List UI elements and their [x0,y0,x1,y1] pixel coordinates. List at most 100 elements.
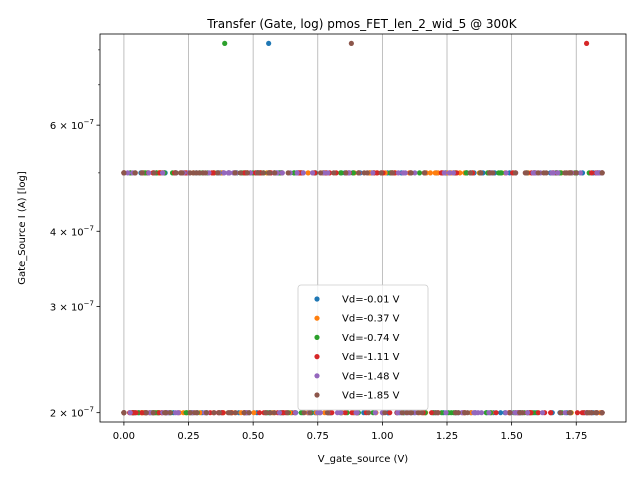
data-point [215,170,221,176]
data-point [163,410,169,416]
data-point [555,170,561,176]
y-tick-label: 6 × 10−7 [50,118,94,132]
data-point [127,410,133,416]
data-point [300,170,306,176]
data-point [146,170,152,176]
data-point [549,170,555,176]
data-point [256,410,263,416]
data-point [594,170,600,176]
x-axis-ticks: 0.00 0.25 0.50 0.75 1.00 1.25 1.50 1.75 [113,422,587,442]
data-point [535,170,541,176]
data-point [365,410,372,416]
data-point [524,410,531,416]
data-point [407,410,414,416]
y-axis-label: Gate_Source I (A) [log] [17,171,28,285]
data-point [175,410,181,416]
data-point [599,170,605,176]
data-point [441,170,447,176]
legend-label: Vd=-0.37 V [342,314,400,325]
data-point [324,410,331,416]
y-tick-label: 4 × 10−7 [50,224,94,238]
data-point [255,170,261,176]
data-point [325,170,331,176]
data-point [594,410,600,416]
data-point [361,170,367,176]
data-point [139,410,145,416]
data-point [232,170,238,176]
data-point-outlier [266,40,272,47]
data-point [493,410,499,416]
data-point [404,410,410,416]
data-point [372,410,378,416]
data-point [202,170,209,176]
data-point [150,410,156,416]
data-point [216,410,222,416]
data-point [455,410,461,416]
data-point [285,170,291,176]
data-point [498,170,505,176]
data-point-outlier [348,40,354,47]
data-point-outlier [222,40,228,47]
data-point [402,170,408,176]
data-point [463,170,469,176]
data-point [267,410,273,416]
data-point [443,410,449,416]
data-point [566,170,573,176]
data-point [279,170,285,176]
data-point [522,170,528,176]
data-point [370,170,376,176]
data-point [415,410,421,416]
data-point [187,170,193,176]
data-point [408,170,414,176]
data-point [427,170,433,176]
data-point [439,410,445,416]
data-point [317,410,324,416]
data-point [232,410,239,416]
plot-frame [99,33,627,423]
data-point [294,170,300,176]
data-point [244,170,251,176]
data-point [566,410,572,416]
data-point [317,170,324,176]
data-point [557,410,563,416]
data-point [512,170,519,176]
data-point [382,410,388,416]
data-point [574,410,581,416]
data-point [467,170,473,176]
data-point [464,410,471,416]
data-point [260,170,266,176]
data-point [192,410,198,416]
data-point [156,410,162,416]
data-point [539,410,546,416]
y-axis-ticks: 2 × 10−7 3 × 10−7 4 × 10−7 6 × 10−7 [50,49,100,420]
data-point [307,410,313,416]
x-tick-label: 1.25 [436,431,458,442]
x-tick-label: 1.75 [565,431,587,442]
data-point [446,170,452,176]
x-tick-label: 1.50 [500,431,522,442]
chart-title: Transfer (Gate, log) pmos_FET_len_2_wid_… [206,17,518,31]
data-point [588,170,595,176]
data-point [342,410,348,416]
data-point [251,410,257,416]
data-point [548,410,554,416]
x-tick-label: 0.50 [242,431,264,442]
data-point [374,170,380,176]
data-point [421,170,427,176]
data-point [305,170,311,176]
data-point [419,410,425,416]
legend-label: Vd=-1.11 V [342,352,400,363]
data-point-outlier [583,40,590,47]
data-point [589,410,595,416]
data-point [389,170,395,176]
x-tick-label: 0.75 [307,431,329,442]
data-point [226,410,232,416]
data-point [490,170,496,176]
data-point [573,170,579,176]
data-point [334,410,341,416]
data-point [292,410,299,416]
grid-lines [123,34,577,422]
data-point [139,170,145,176]
data-point [301,410,307,416]
